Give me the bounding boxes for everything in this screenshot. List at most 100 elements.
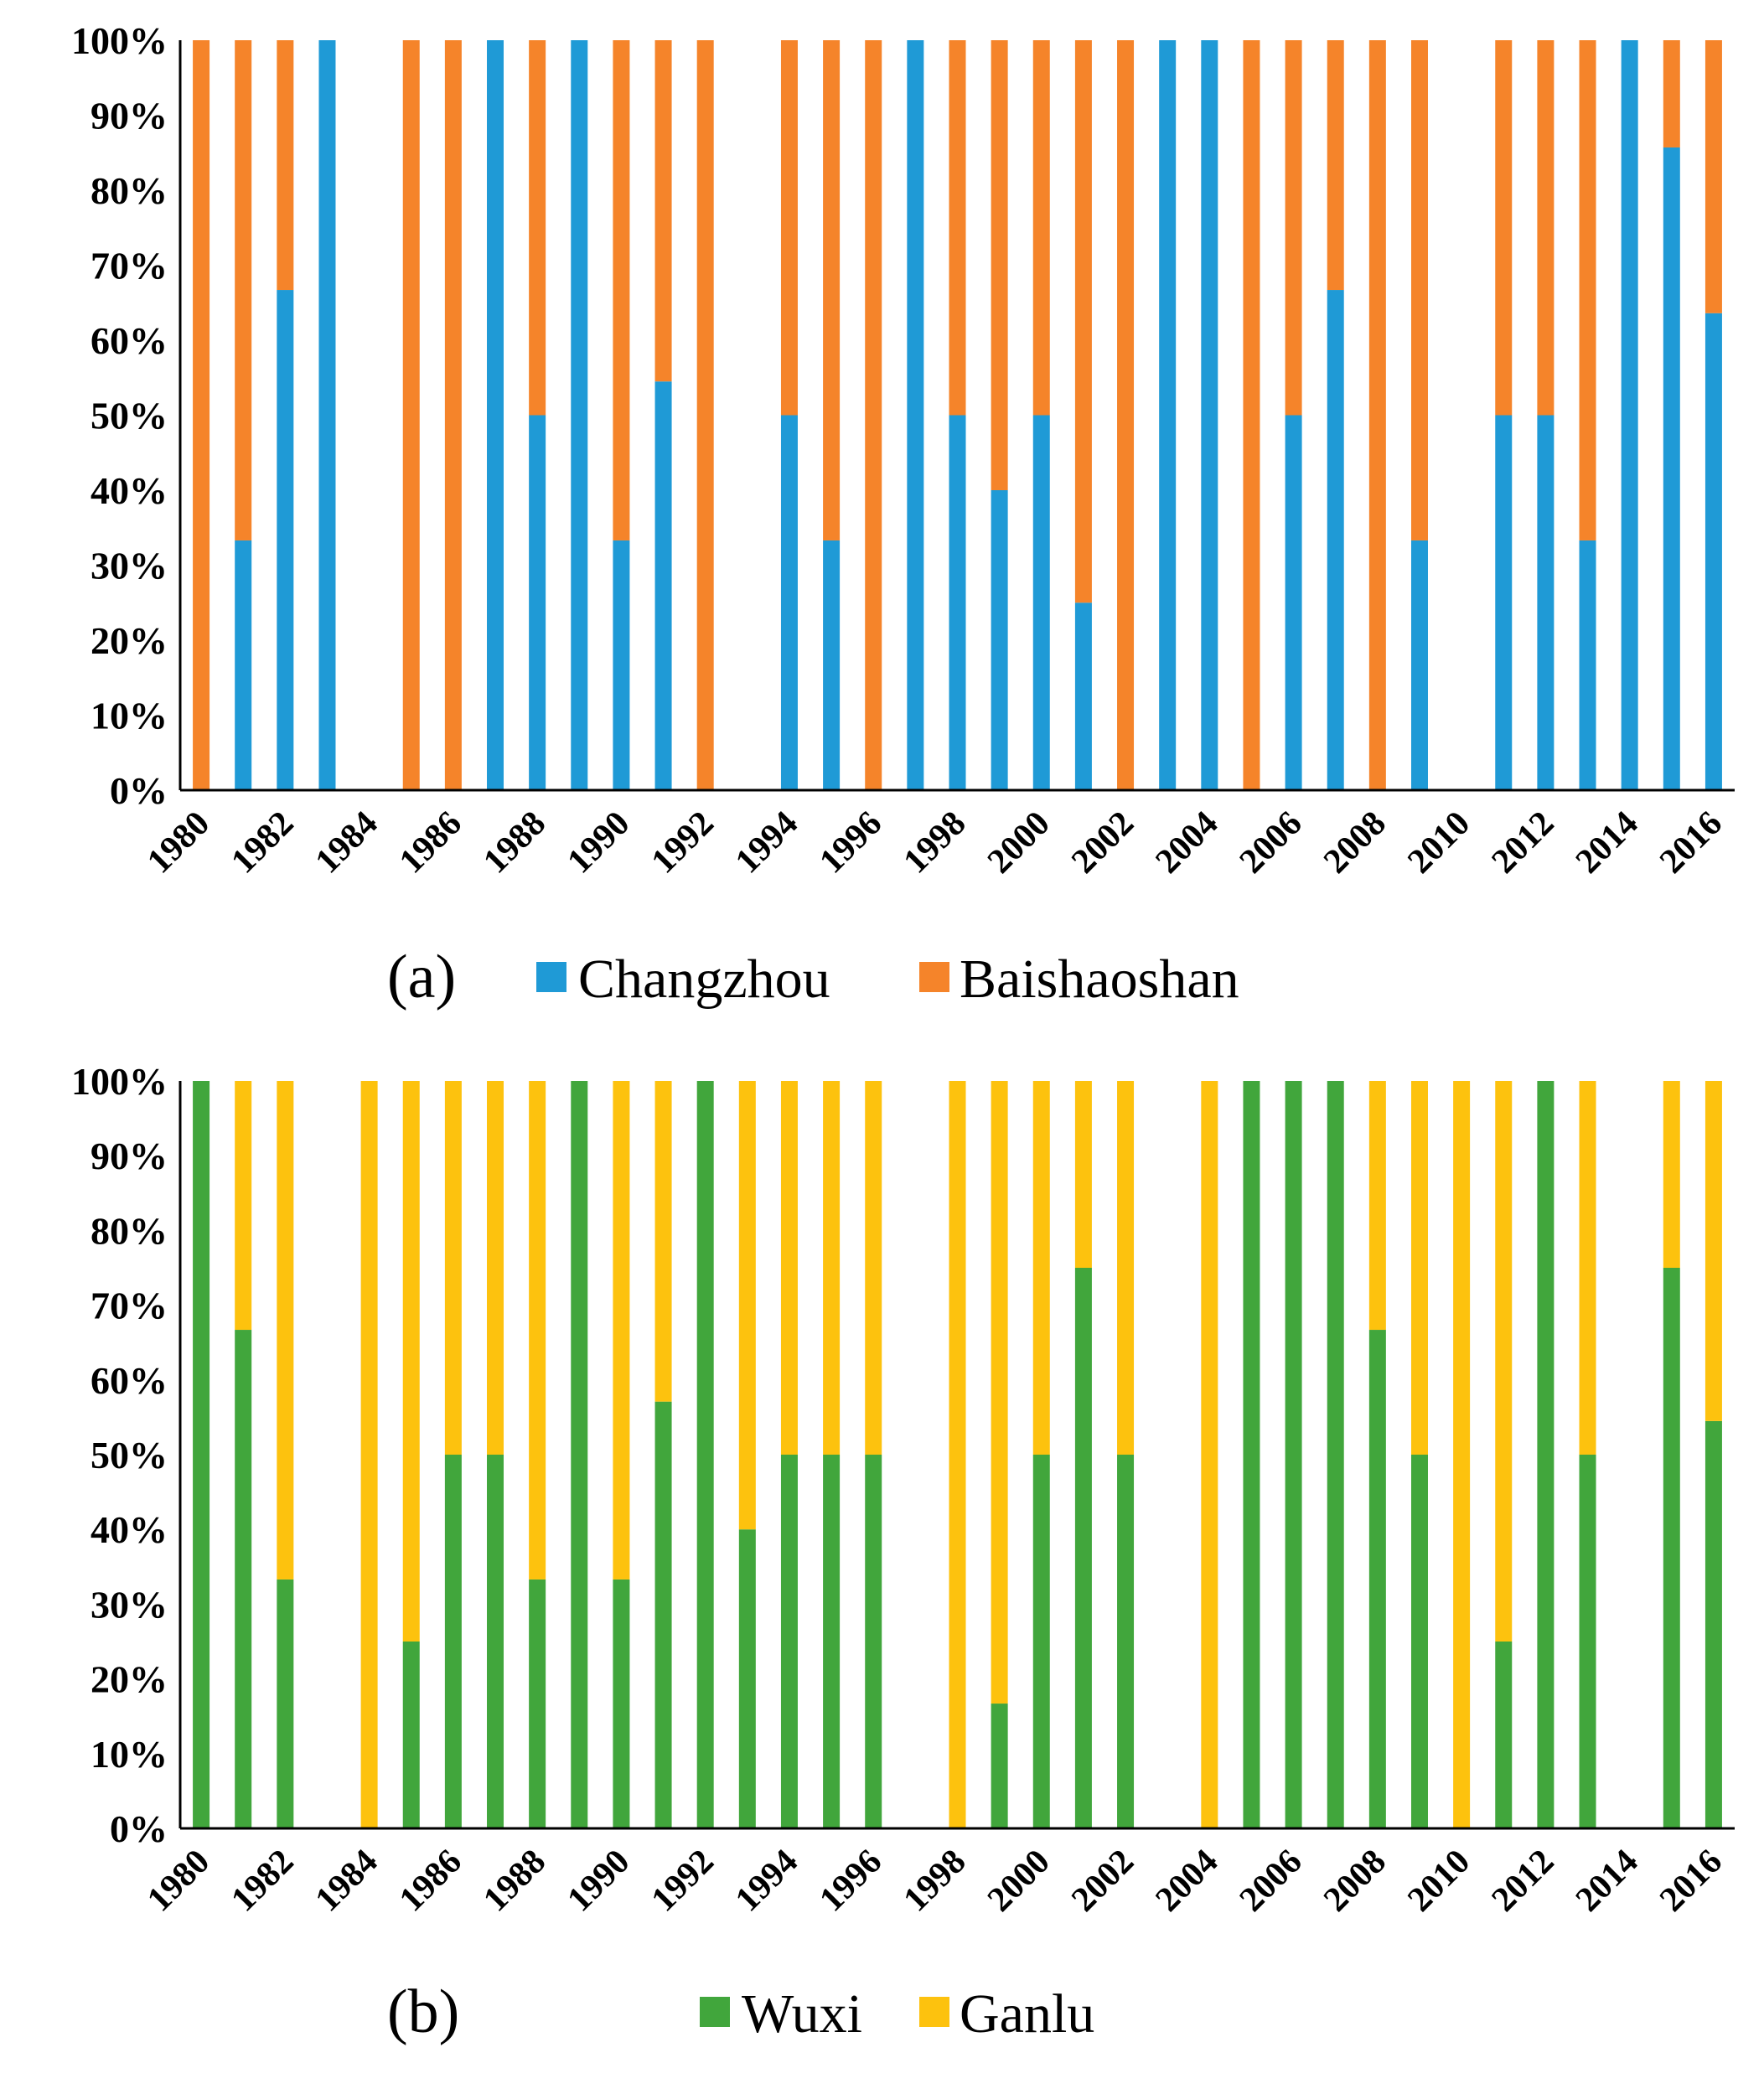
bar-changzhou-2009 <box>1410 540 1428 790</box>
bar-ganlu-2009 <box>1410 1081 1428 1455</box>
bar-wuxi-1999 <box>991 1704 1008 1828</box>
bar-wuxi-2009 <box>1410 1455 1428 1828</box>
legend-label-wuxi: Wuxi <box>742 1983 862 2045</box>
bar-changzhou-1981 <box>235 540 252 790</box>
x-tick-label: 1994 <box>728 804 805 882</box>
bar-changzhou-1990 <box>613 540 630 790</box>
bar-changzhou-1991 <box>654 381 672 790</box>
bar-changzhou-2001 <box>1074 602 1092 790</box>
y-tick-label: 20% <box>91 619 168 662</box>
y-tick-label: 80% <box>91 1209 168 1252</box>
bar-wuxi-2006 <box>1285 1081 1302 1828</box>
bar-ganlu-1981 <box>235 1081 252 1331</box>
bar-wuxi-2013 <box>1579 1455 1596 1828</box>
bar-baishaoshan-2000 <box>1032 40 1050 416</box>
bar-changzhou-1989 <box>571 40 588 790</box>
bar-ganlu-1995 <box>823 1081 841 1455</box>
bar-wuxi-1985 <box>402 1642 420 1828</box>
y-tick-label: 60% <box>91 1359 168 1402</box>
legend-swatch-baishaoshan <box>919 962 949 992</box>
bar-baishaoshan-2016 <box>1705 40 1722 313</box>
bar-changzhou-2015 <box>1663 147 1680 791</box>
bar-changzhou-2014 <box>1621 40 1638 790</box>
bar-wuxi-2008 <box>1368 1330 1386 1828</box>
bar-ganlu-1988 <box>529 1081 546 1580</box>
x-tick-label: 2004 <box>1148 1843 1225 1920</box>
x-tick-label: 1994 <box>728 1843 805 1920</box>
bar-ganlu-2013 <box>1579 1081 1596 1455</box>
x-tick-label: 2002 <box>1064 804 1141 882</box>
bar-ganlu-1985 <box>402 1081 420 1642</box>
bar-changzhou-1987 <box>487 40 504 790</box>
bar-baishaoshan-1980 <box>193 40 210 790</box>
x-tick-label: 2016 <box>1653 1843 1730 1920</box>
y-tick-label: 10% <box>91 1733 168 1776</box>
y-tick-label: 50% <box>91 395 168 437</box>
x-tick-label: 1988 <box>476 804 553 882</box>
bar-ganlu-2008 <box>1368 1081 1386 1331</box>
x-tick-label: 1986 <box>392 804 469 882</box>
bar-baishaoshan-2008 <box>1368 40 1386 790</box>
bar-changzhou-2000 <box>1032 415 1050 790</box>
bar-ganlu-1982 <box>277 1081 294 1580</box>
x-tick-label: 1998 <box>897 1843 974 1920</box>
x-tick-label: 1992 <box>644 1843 722 1920</box>
legend-swatch-wuxi <box>700 1997 730 2027</box>
bar-changzhou-1988 <box>529 415 546 790</box>
bar-baishaoshan-2011 <box>1495 40 1513 416</box>
x-tick-label: 2004 <box>1148 804 1225 882</box>
x-tick-label: 1996 <box>812 804 889 882</box>
x-tick-label: 2002 <box>1064 1843 1141 1920</box>
x-tick-label: 1982 <box>224 804 301 882</box>
bar-changzhou-1999 <box>991 490 1008 790</box>
bar-wuxi-1987 <box>487 1455 504 1828</box>
bar-ganlu-1994 <box>780 1081 798 1455</box>
bar-baishaoshan-2005 <box>1243 40 1260 790</box>
x-tick-label: 1996 <box>812 1843 889 1920</box>
x-tick-label: 2014 <box>1569 804 1646 882</box>
bar-changzhou-2007 <box>1327 290 1344 790</box>
bar-ganlu-1987 <box>487 1081 504 1455</box>
x-tick-label: 1984 <box>308 1843 385 1920</box>
panel-label: (b) <box>387 1978 459 2046</box>
x-tick-label: 1992 <box>644 804 722 882</box>
bar-ganlu-2001 <box>1074 1081 1092 1268</box>
bar-changzhou-1997 <box>907 40 924 790</box>
bar-ganlu-2011 <box>1495 1081 1513 1642</box>
bar-baishaoshan-1998 <box>949 40 966 416</box>
bar-baishaoshan-1991 <box>654 40 672 382</box>
bar-baishaoshan-2012 <box>1537 40 1554 416</box>
bar-wuxi-1980 <box>193 1081 210 1828</box>
legend-label-changzhou: Changzhou <box>578 949 830 1010</box>
bar-wuxi-1993 <box>738 1529 756 1828</box>
legend: Wuxi Ganlu <box>700 1983 1094 2045</box>
legend-label-ganlu: Ganlu <box>960 1983 1094 2045</box>
y-tick-label: 30% <box>91 545 168 587</box>
bar-wuxi-2011 <box>1495 1642 1513 1828</box>
x-tick-label: 2008 <box>1317 804 1394 882</box>
y-tick-label: 90% <box>91 1135 168 1177</box>
bar-ganlu-1990 <box>613 1081 630 1580</box>
bar-changzhou-1982 <box>277 290 294 790</box>
bar-ganlu-2015 <box>1663 1081 1680 1268</box>
x-tick-label: 2000 <box>980 804 1058 882</box>
legend-swatch-changzhou <box>536 962 566 992</box>
bar-wuxi-2007 <box>1327 1081 1344 1828</box>
y-tick-label: 80% <box>91 169 168 212</box>
bar-changzhou-2012 <box>1537 415 1554 790</box>
bar-baishaoshan-1992 <box>696 40 714 790</box>
bar-baishaoshan-2002 <box>1117 40 1135 790</box>
bar-wuxi-2002 <box>1117 1455 1135 1828</box>
bar-ganlu-2000 <box>1032 1081 1050 1455</box>
x-tick-label: 2012 <box>1485 804 1562 882</box>
x-tick-label: 1980 <box>140 804 217 882</box>
bar-wuxi-1994 <box>780 1455 798 1828</box>
bar-wuxi-1991 <box>654 1401 672 1828</box>
panel-a-chart: 0%10%20%30%40%50%60%70%80%90%100%1980 198… <box>71 19 1735 1011</box>
bar-wuxi-1981 <box>235 1330 252 1828</box>
x-tick-label: 1980 <box>140 1843 217 1920</box>
bar-baishaoshan-1990 <box>613 40 630 540</box>
bar-ganlu-1993 <box>738 1081 756 1530</box>
y-tick-label: 30% <box>91 1583 168 1626</box>
